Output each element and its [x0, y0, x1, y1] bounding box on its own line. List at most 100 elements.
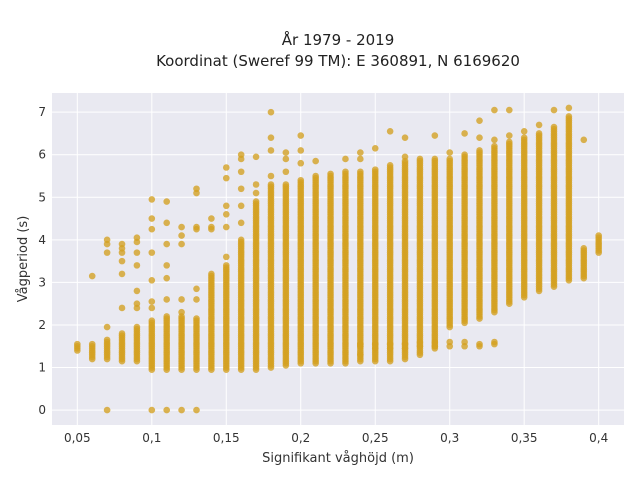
data-point	[193, 285, 200, 293]
y-tick-label: 1	[38, 361, 46, 375]
data-point	[491, 136, 498, 144]
data-point	[491, 142, 498, 150]
data-point	[193, 185, 200, 193]
data-point	[103, 406, 111, 414]
data-point	[118, 330, 126, 337]
data-point	[103, 323, 111, 331]
data-point	[297, 147, 305, 154]
data-point	[163, 240, 170, 248]
data-point	[282, 181, 290, 188]
data-point	[163, 198, 170, 205]
data-point	[133, 323, 141, 331]
data-point	[208, 215, 215, 222]
data-point	[267, 108, 275, 116]
data-point	[148, 196, 156, 203]
y-tick-label: 2	[38, 318, 46, 332]
y-tick-label: 7	[38, 105, 46, 119]
data-point	[103, 336, 111, 344]
data-point	[491, 338, 498, 346]
data-point	[148, 276, 156, 284]
data-point	[103, 249, 111, 256]
data-point	[163, 274, 170, 282]
x-axis-label: Signifikant våghöjd (m)	[262, 451, 414, 466]
data-point	[476, 134, 483, 141]
data-point	[252, 181, 260, 188]
data-point	[193, 315, 200, 322]
y-tick-label: 3	[38, 275, 46, 289]
y-tick-labels: 0 1 2 3 4 5 6 7	[38, 105, 46, 417]
data-point	[163, 313, 170, 320]
data-point	[252, 189, 260, 197]
data-point	[148, 304, 156, 312]
data-point	[148, 406, 156, 414]
data-point	[222, 211, 230, 218]
data-point	[506, 106, 513, 114]
data-point	[282, 168, 290, 176]
data-point	[342, 155, 349, 163]
data-point	[267, 181, 275, 188]
x-tick-label: 0,3	[440, 431, 459, 445]
data-point	[208, 223, 215, 231]
data-point	[178, 308, 185, 316]
data-point	[118, 240, 126, 248]
data-point	[267, 134, 275, 141]
data-point	[535, 121, 543, 129]
y-tick-label: 0	[38, 403, 46, 417]
data-point	[267, 147, 275, 154]
data-point	[163, 219, 170, 227]
x-tick-label: 0,15	[213, 431, 240, 445]
data-point	[282, 149, 290, 156]
chart-title: År 1979 - 2019	[282, 30, 395, 49]
data-point	[163, 296, 170, 303]
data-point	[386, 162, 394, 169]
y-tick-label: 5	[38, 190, 46, 204]
data-point	[386, 128, 394, 135]
data-point	[520, 128, 528, 135]
data-point	[208, 270, 215, 278]
data-point	[148, 215, 156, 222]
data-point	[357, 149, 364, 156]
data-point	[222, 202, 230, 210]
data-point	[178, 240, 185, 248]
data-point	[178, 223, 185, 231]
data-point	[416, 155, 424, 163]
x-tick-label: 0,4	[589, 431, 608, 445]
data-point	[312, 157, 319, 165]
data-point	[550, 123, 558, 131]
data-point	[357, 168, 364, 176]
data-point	[222, 164, 230, 171]
y-axis-label: Vågperiod (s)	[16, 216, 31, 303]
data-point	[476, 340, 483, 348]
y-tick-label: 6	[38, 148, 46, 162]
data-point	[193, 223, 200, 231]
chart-subtitle: Koordinat (Sweref 99 TM): E 360891, N 61…	[156, 52, 520, 70]
data-point	[148, 298, 156, 305]
data-point	[342, 168, 349, 176]
data-point	[312, 172, 319, 180]
data-point	[565, 113, 573, 120]
data-point	[565, 104, 573, 112]
data-point	[237, 236, 245, 244]
y-tick-label: 4	[38, 233, 46, 247]
data-point	[252, 153, 260, 161]
data-point	[133, 300, 141, 307]
data-point	[446, 155, 454, 163]
data-point	[401, 134, 409, 141]
data-point	[88, 272, 96, 280]
data-point	[222, 174, 230, 182]
data-point	[178, 296, 185, 303]
data-point	[520, 134, 528, 141]
data-point	[74, 340, 81, 348]
x-tick-label: 0,25	[362, 431, 389, 445]
data-point	[431, 155, 439, 163]
data-point	[297, 159, 305, 167]
data-point	[476, 147, 483, 154]
x-tick-label: 0,1	[142, 431, 161, 445]
data-point	[371, 166, 379, 173]
data-point	[118, 270, 126, 278]
data-point	[148, 249, 156, 256]
data-point	[371, 145, 379, 152]
data-point	[401, 340, 409, 348]
data-point	[431, 338, 439, 346]
